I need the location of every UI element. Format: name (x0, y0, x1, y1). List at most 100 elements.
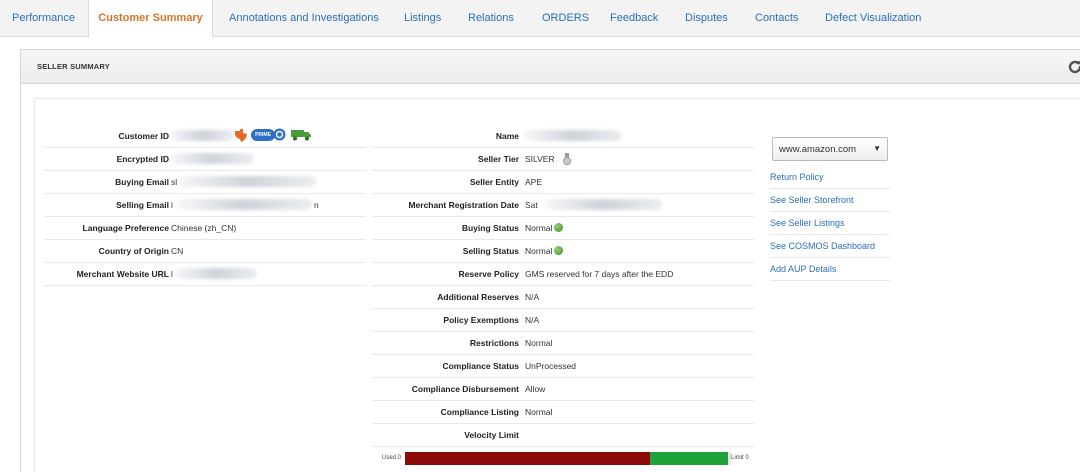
velocity-limit-bar (405, 452, 731, 465)
compliance-disbursement-label: Compliance Disbursement (411, 384, 519, 394)
compliance-listing-value: Normal (525, 407, 553, 417)
compliance-disbursement-value: Allow (525, 384, 546, 394)
registration-date-value: Sat (525, 200, 538, 210)
customer-id-label: Customer ID (118, 131, 169, 141)
selling-status-row: Selling Status Normal (372, 240, 754, 263)
redacted-value (544, 199, 662, 210)
selling-email-value: l (171, 200, 173, 210)
seller-tier-row: Seller Tier SILVER (372, 148, 754, 171)
language-label: Language Preference (82, 223, 169, 233)
buying-email-label: Buying Email (115, 177, 169, 187)
panel-title: SELLER SUMMARY (37, 62, 110, 71)
delivery-truck-icon (291, 130, 311, 141)
tab-bar: Performance Customer Summary Annotations… (0, 0, 1080, 38)
redacted-value (170, 130, 234, 141)
website-label: Merchant Website URL (76, 269, 169, 279)
policy-exemptions-label: Policy Exemptions (443, 315, 519, 325)
add-aup-details-link[interactable]: Add AUP Details (770, 258, 890, 281)
redacted-value (175, 268, 257, 279)
tab-defect-visualization[interactable]: Defect Visualization (825, 12, 922, 24)
marketplace-select-value: www.amazon.com (779, 144, 857, 155)
tab-contacts[interactable]: Contacts (755, 12, 799, 24)
selling-email-suffix: n (314, 200, 319, 210)
marketplace-select[interactable]: www.amazon.com ▼ (772, 137, 888, 161)
redacted-value (176, 199, 312, 210)
compliance-status-row: Compliance Status UnProcessed (372, 355, 754, 378)
panel-header: SELLER SUMMARY (21, 50, 1080, 84)
buying-email-row: Buying Email sl (44, 171, 366, 194)
website-value[interactable]: l (171, 269, 173, 279)
encrypted-id-row: Encrypted ID (44, 148, 366, 171)
restrictions-row: Restrictions Normal (372, 332, 754, 355)
name-row: Name (372, 125, 754, 148)
prime-circle-icon (273, 128, 286, 141)
tab-annotations-and-investigations[interactable]: Annotations and Investigations (229, 12, 379, 24)
buying-email-value: sl (171, 177, 178, 187)
registration-date-row: Merchant Registration Date Sat (372, 194, 754, 217)
compliance-disbursement-row: Compliance Disbursement Allow (372, 378, 754, 401)
velocity-limit-row: Velocity Limit (372, 424, 754, 447)
compliance-status-label: Compliance Status (442, 361, 519, 371)
silver-medal-icon (563, 153, 571, 165)
seller-entity-label: Seller Entity (469, 177, 519, 187)
selling-email-label: Selling Email (116, 200, 169, 210)
reserve-policy-label: Reserve Policy (458, 269, 519, 279)
tab-feedback[interactable]: Feedback (610, 12, 659, 24)
velocity-limit-label: Velocity Limit (464, 430, 519, 440)
see-cosmos-dashboard-link[interactable]: See COSMOS Dashboard (770, 235, 890, 258)
country-row: Country of Origin CN (44, 240, 366, 263)
registration-date-label: Merchant Registration Date (408, 200, 519, 210)
tab-disputes[interactable]: Disputes (685, 12, 728, 24)
redacted-value (524, 130, 622, 141)
policy-exemptions-value: N/A (525, 315, 540, 325)
velocity-limit-value: Limit 0 (731, 455, 749, 461)
buying-status-label: Buying Status (461, 223, 519, 233)
buying-status-row: Buying Status Normal (372, 217, 754, 240)
redacted-value (170, 153, 254, 164)
refresh-icon[interactable] (1067, 59, 1080, 75)
language-value: Chinese (zh_CN) (171, 223, 237, 233)
country-label: Country of Origin (98, 246, 169, 256)
tab-customer-summary[interactable]: Customer Summary (88, 0, 213, 38)
language-row: Language Preference Chinese (zh_CN) (44, 217, 366, 240)
tab-performance[interactable]: Performance (12, 12, 75, 24)
see-seller-listings-link[interactable]: See Seller Listings (770, 212, 890, 235)
seller-tier-value: SILVER (525, 154, 555, 164)
restrictions-value: Normal (525, 338, 553, 348)
see-seller-storefront-link[interactable]: See Seller Storefront (770, 189, 890, 212)
seller-entity-value: APE (525, 177, 543, 187)
panel-body (34, 98, 1080, 472)
selling-status-value: Normal (525, 246, 564, 256)
name-label: Name (495, 131, 519, 141)
return-policy-link[interactable]: Return Policy (770, 166, 890, 189)
seller-tier-label: Seller Tier (478, 154, 519, 164)
country-value: CN (171, 246, 184, 256)
texas-state-icon (235, 129, 247, 142)
selling-status-label: Selling Status (462, 246, 519, 256)
policy-exemptions-row: Policy Exemptions N/A (372, 309, 754, 332)
status-ok-icon (554, 223, 564, 232)
tab-orders[interactable]: ORDERS (542, 12, 590, 24)
additional-reserves-value: N/A (525, 292, 540, 302)
customer-id-row: Customer ID PRIME (44, 125, 366, 148)
compliance-status-value: UnProcessed (525, 361, 577, 371)
additional-reserves-label: Additional Reserves (437, 292, 519, 302)
buying-status-value: Normal (525, 223, 564, 233)
encrypted-id-label: Encrypted ID (116, 154, 169, 164)
seller-entity-row: Seller Entity APE (372, 171, 754, 194)
reserve-policy-row: Reserve Policy GMS reserved for 7 days a… (372, 263, 754, 286)
chevron-down-icon: ▼ (873, 144, 881, 153)
velocity-remaining-segment (650, 452, 728, 465)
seller-summary-panel: SELLER SUMMARY (20, 49, 1080, 472)
redacted-value (178, 176, 316, 187)
tab-listings[interactable]: Listings (404, 12, 442, 24)
compliance-listing-row: Compliance Listing Normal (372, 401, 754, 424)
velocity-used-segment (405, 452, 650, 465)
additional-reserves-row: Additional Reserves N/A (372, 286, 754, 309)
velocity-used-label: Used 0 (382, 455, 402, 461)
website-row: Merchant Website URL l (44, 263, 366, 286)
prime-badge: PRIME (251, 129, 275, 141)
reserve-policy-value: GMS reserved for 7 days after the EDD (525, 269, 674, 279)
status-ok-icon (554, 246, 564, 255)
tab-relations[interactable]: Relations (468, 12, 514, 24)
